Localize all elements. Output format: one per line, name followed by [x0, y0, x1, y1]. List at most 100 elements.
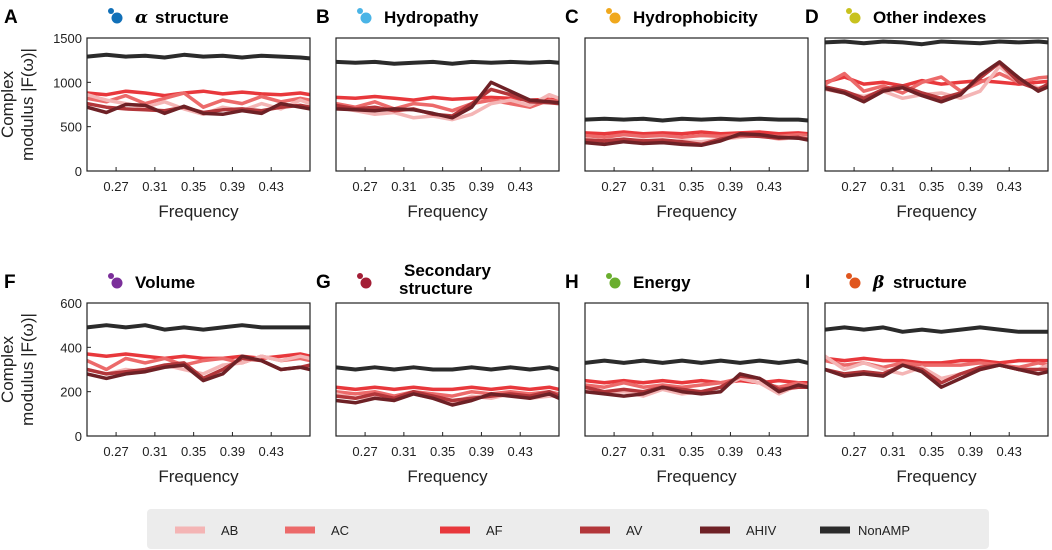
x-tick-label: 0.39: [469, 179, 494, 194]
panel-F: F Volume 0.27 0.31 0.35 0.39 0.43 Frequency 0 200…: [0, 272, 311, 486]
x-tick-label: 0.35: [919, 444, 944, 459]
series-line-ahiv: [585, 372, 808, 398]
panel-title: structure: [893, 273, 967, 292]
y-axis-label: Complexmodulus |F(ω)|: [0, 48, 37, 161]
x-axis-label: Frequency: [158, 202, 239, 221]
legend: AB AC AF AV AHIV NonAMP: [147, 509, 989, 549]
small-dot-icon: [108, 8, 114, 14]
x-tick-label: 0.31: [640, 179, 665, 194]
x-tick-label: 0.27: [352, 444, 377, 459]
x-tick-label: 0.31: [142, 179, 167, 194]
y-tick-label: 400: [60, 340, 82, 355]
series-line-ab: [87, 354, 310, 376]
x-tick-label: 0.27: [601, 444, 626, 459]
series-line-av: [585, 374, 808, 394]
x-axis-label: Frequency: [407, 202, 488, 221]
x-axis-label: Frequency: [656, 202, 737, 221]
panel-letter: B: [316, 7, 330, 28]
dot-icon: [609, 277, 621, 289]
x-tick-label: 0.27: [103, 179, 128, 194]
series-line-af: [87, 352, 310, 361]
x-tick-label: 0.39: [958, 444, 983, 459]
series-line-ab: [336, 92, 559, 122]
x-tick-label: 0.39: [718, 444, 743, 459]
x-tick-label: 0.43: [508, 179, 533, 194]
small-dot-icon: [846, 273, 852, 279]
panel-letter: G: [316, 272, 331, 293]
series-line-af: [87, 89, 310, 98]
plot-frame: [86, 302, 311, 437]
panel-letter: I: [805, 272, 810, 293]
series-line-af: [336, 385, 559, 392]
series-line-nonamp: [585, 116, 808, 123]
series-group: [825, 325, 1048, 389]
panel-letter: A: [4, 7, 18, 28]
series-line-ahiv: [336, 392, 559, 407]
panel-letter: H: [565, 272, 579, 293]
panel-title: Volume: [135, 273, 195, 292]
x-tick-label: 0.27: [601, 179, 626, 194]
x-tick-label: 0.43: [259, 179, 284, 194]
panel-H: H Energy 0.27 0.31 0.35 0.39 0.43 Frequency: [565, 272, 809, 486]
plot-frame: [335, 37, 560, 172]
x-tick-label: 0.39: [220, 444, 245, 459]
x-tick-label: 0.39: [958, 179, 983, 194]
dot-icon: [609, 12, 621, 24]
series-group: [825, 39, 1048, 104]
x-tick-label: 0.43: [997, 179, 1022, 194]
x-axis-label: Frequency: [896, 467, 977, 486]
legend-label-nonamp: NonAMP: [858, 523, 910, 538]
x-tick-label: 0.43: [757, 179, 782, 194]
legend-label-av: AV: [626, 523, 643, 538]
x-tick-label: 0.35: [679, 179, 704, 194]
x-tick-label: 0.35: [181, 444, 206, 459]
x-tick-label: 0.35: [181, 179, 206, 194]
series-line-ac: [336, 98, 559, 113]
legend-label-ac: AC: [331, 523, 349, 538]
panel-title: Other indexes: [873, 8, 986, 27]
panel-D: D Other indexes 0.27 0.31 0.35 0.39 0.43 Freque…: [805, 7, 1049, 221]
legend-label-ahiv: AHIV: [746, 523, 777, 538]
panel-B: B Hydropathy 0.27 0.31 0.35 0.39 0.43 Frequency: [316, 7, 560, 221]
legend-label-ab: AB: [221, 523, 238, 538]
plot-frame: [86, 37, 311, 172]
series-line-ac: [585, 376, 808, 389]
small-dot-icon: [357, 8, 363, 14]
series-line-ahiv: [825, 60, 1048, 104]
series-group: [336, 365, 559, 407]
x-tick-label: 0.39: [220, 179, 245, 194]
series-line-af: [825, 356, 1048, 365]
series-line-ahiv: [336, 80, 559, 120]
dot-icon: [111, 277, 123, 289]
plot-frame: [335, 302, 560, 437]
small-dot-icon: [846, 8, 852, 14]
x-tick-label: 0.27: [841, 179, 866, 194]
x-tick-label: 0.43: [997, 444, 1022, 459]
y-tick-label: 500: [60, 120, 82, 135]
x-tick-label: 0.27: [352, 179, 377, 194]
panel-letter: F: [4, 272, 16, 293]
series-line-af: [585, 130, 808, 136]
series-line-af: [585, 378, 808, 385]
panel-letter: D: [805, 7, 819, 28]
panel-title-line: Secondary: [404, 261, 491, 280]
dot-icon: [849, 12, 861, 24]
panel-title-line: structure: [399, 279, 473, 298]
series-line-av: [825, 61, 1048, 101]
series-line-av: [336, 389, 559, 403]
x-tick-label: 0.39: [469, 444, 494, 459]
panel-title: Hydropathy: [384, 8, 479, 27]
series-line-nonamp: [825, 39, 1048, 47]
legend-box: [147, 509, 989, 549]
x-tick-label: 0.35: [430, 444, 455, 459]
small-dot-icon: [606, 8, 612, 14]
dot-icon: [111, 12, 123, 24]
x-axis-label: Frequency: [656, 467, 737, 486]
series-line-ahiv: [87, 101, 310, 117]
series-line-ac: [336, 389, 559, 398]
series-line-ahiv: [825, 363, 1048, 389]
x-axis-label: Frequency: [158, 467, 239, 486]
panel-title-symbol: β: [872, 273, 884, 293]
